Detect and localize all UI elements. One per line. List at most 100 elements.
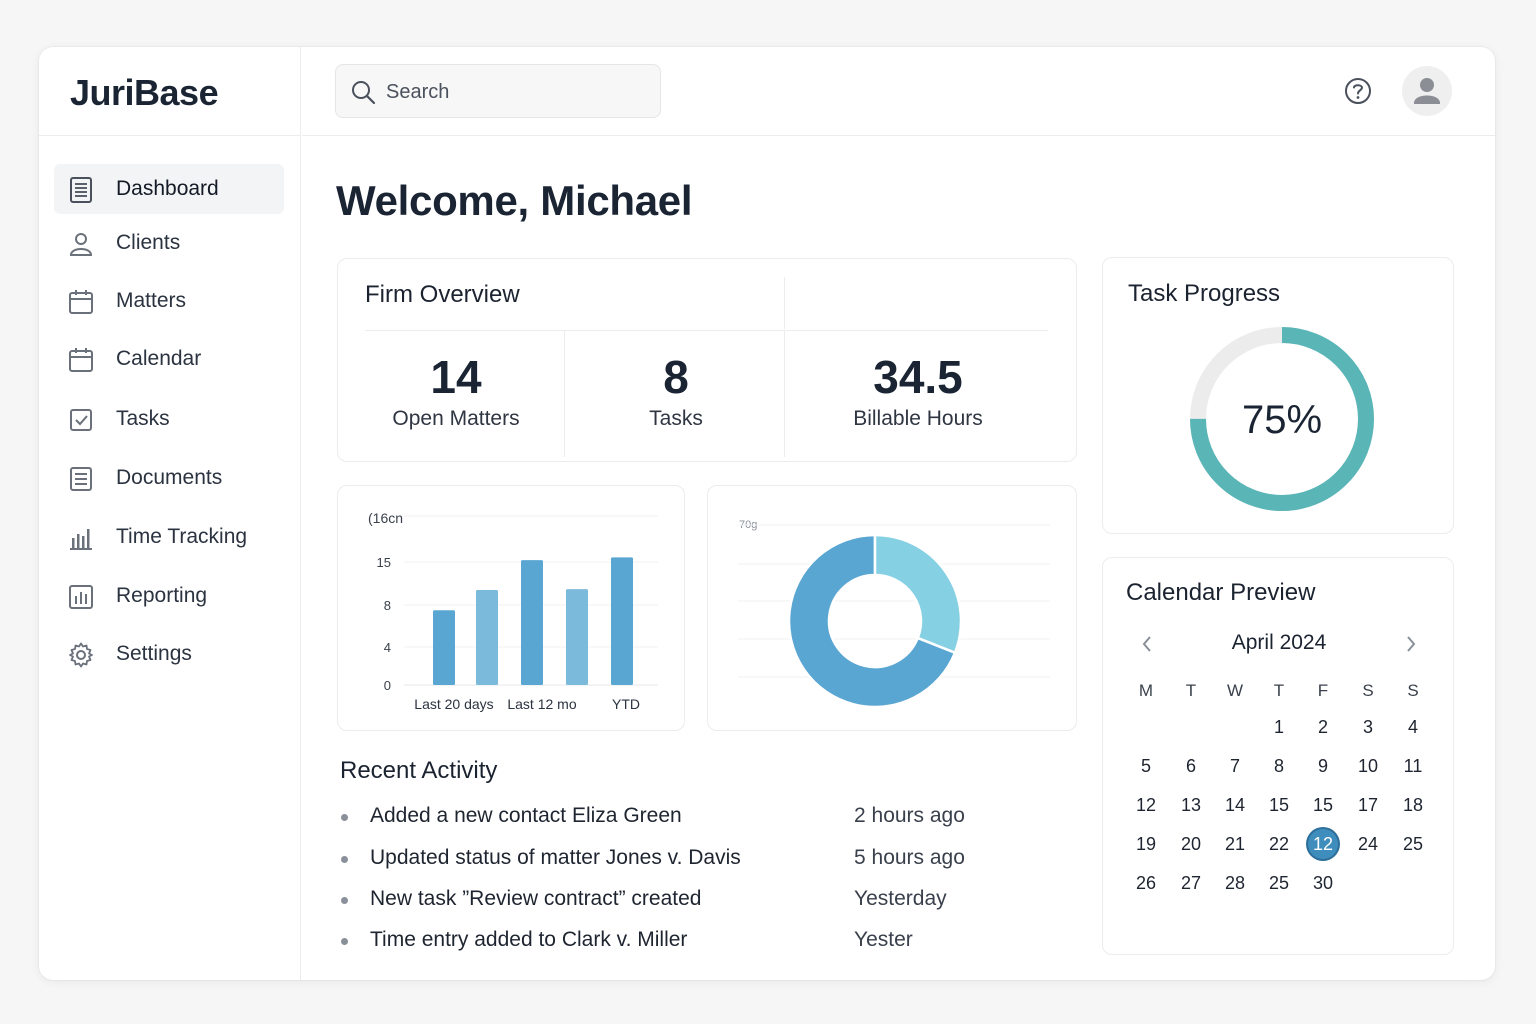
help-button[interactable]	[1342, 75, 1374, 107]
calendar-day[interactable]: 28	[1224, 873, 1246, 893]
sidebar-item-dashboard[interactable]: Dashboard	[54, 164, 284, 214]
activity-text: Time entry added to Clark v. Miller	[370, 928, 688, 951]
sidebar-item-time-tracking[interactable]: Time Tracking	[54, 512, 284, 562]
progress-value: 75%	[1242, 398, 1322, 442]
sidebar-item-label: Clients	[116, 231, 181, 254]
calendar-day[interactable]: 14	[1224, 795, 1246, 815]
calendar-day[interactable]: 8	[1273, 756, 1284, 776]
sidebar-item-label: Tasks	[116, 407, 170, 430]
calendar-day[interactable]: 2	[1317, 717, 1328, 737]
calendar-day[interactable]: 11	[1403, 756, 1423, 776]
calendar-day[interactable]: 7	[1229, 756, 1240, 776]
document-list-icon	[67, 176, 95, 204]
checkbox-icon	[67, 406, 95, 434]
calendar-day[interactable]: 12	[1135, 795, 1157, 815]
calendar-day[interactable]: 18	[1402, 795, 1424, 815]
calendar-day[interactable]: 19	[1135, 834, 1157, 854]
sidebar-item-label: Dashboard	[116, 177, 219, 200]
bar[interactable]	[566, 589, 588, 685]
list-item[interactable]: Updated status of matter Jones v. Davis …	[339, 846, 989, 876]
bullet	[341, 938, 348, 945]
list-item[interactable]: New task ”Review contract” created Yeste…	[339, 887, 989, 917]
calendar-day[interactable]: 1	[1273, 717, 1284, 737]
y-tick-label: 4	[384, 640, 391, 655]
gear-icon	[67, 641, 95, 669]
calendar-day[interactable]: 6	[1185, 756, 1196, 776]
activity-time: Yester	[854, 928, 913, 951]
sidebar-item-documents[interactable]: Documents	[54, 453, 284, 503]
calendar-day[interactable]: 9	[1317, 756, 1328, 776]
bar-chart-icon	[67, 524, 95, 552]
calendar-day[interactable]: 3	[1362, 717, 1373, 737]
sidebar-item-settings[interactable]: Settings	[54, 629, 284, 679]
calendar-day[interactable]: 27	[1180, 873, 1202, 893]
user-icon	[67, 230, 95, 258]
sidebar-item-calendar[interactable]: Calendar	[54, 334, 284, 384]
calendar-day[interactable]: 10	[1357, 756, 1379, 776]
activity-time: 5 hours ago	[854, 846, 965, 869]
weekday-label: M	[1138, 681, 1154, 700]
stat-billable-hours: 34.5 Billable Hours	[808, 349, 1028, 431]
search-box[interactable]	[335, 64, 661, 118]
calendar-day[interactable]: 15	[1312, 795, 1334, 815]
stat-label: Open Matters	[392, 407, 520, 430]
calendar-day[interactable]: 22	[1268, 834, 1290, 854]
stat-open-matters: 14 Open Matters	[358, 349, 554, 431]
donut-slice[interactable]	[787, 533, 957, 709]
list-item[interactable]: Time entry added to Clark v. Miller Yest…	[339, 928, 989, 958]
sidebar-item-label: Matters	[116, 289, 187, 312]
sidebar-item-tasks[interactable]: Tasks	[54, 394, 284, 444]
calendar-icon	[67, 288, 95, 316]
top-bar	[302, 47, 1495, 136]
bar[interactable]	[433, 610, 455, 685]
bar[interactable]	[611, 557, 633, 685]
selected-day-number: 12	[1308, 829, 1338, 859]
calendar-day[interactable]: 4	[1407, 717, 1418, 737]
calendar-day[interactable]: 25	[1402, 834, 1424, 854]
card-title: Firm Overview	[365, 281, 520, 308]
sidebar-item-label: Time Tracking	[116, 525, 248, 548]
user-avatar[interactable]	[1402, 66, 1452, 116]
task-progress-card: Task Progress 75%	[1102, 257, 1454, 534]
calendar-day[interactable]: 24	[1357, 834, 1379, 854]
bar[interactable]	[476, 589, 498, 685]
bullet	[341, 814, 348, 821]
calendar-day[interactable]: 25	[1268, 873, 1290, 893]
sidebar-item-label: Calendar	[116, 347, 202, 370]
stat-tasks: 8 Tasks	[576, 349, 776, 431]
calendar-day[interactable]: 17	[1357, 795, 1379, 815]
search-input[interactable]	[386, 77, 646, 107]
help-icon	[1345, 78, 1371, 104]
report-icon	[67, 583, 95, 611]
sidebar-item-matters[interactable]: Matters	[54, 276, 284, 326]
bars	[433, 557, 633, 685]
divider	[564, 331, 565, 457]
donut-chart-card: 70g	[707, 485, 1077, 731]
calendar-day-selected[interactable]: 12	[1305, 829, 1341, 859]
calendar-day[interactable]: 15	[1268, 795, 1290, 815]
calendar-day[interactable]: 20	[1180, 834, 1202, 854]
y-tick-label: 0	[384, 678, 391, 693]
stat-label: Billable Hours	[853, 407, 983, 430]
calendar-day[interactable]: 30	[1312, 873, 1334, 893]
y-axis-label: (16cn	[368, 510, 403, 526]
activity-time: 2 hours ago	[854, 804, 965, 827]
x-tick-label: Last 20 days	[414, 696, 493, 712]
calendar-day[interactable]: 21	[1224, 834, 1246, 854]
donut-slice[interactable]	[873, 533, 963, 655]
calendar-day[interactable]: 13	[1180, 795, 1202, 815]
bar[interactable]	[521, 560, 543, 685]
chevron-right-icon	[1407, 636, 1416, 652]
divider	[365, 330, 1048, 331]
calendar-day[interactable]: 26	[1135, 873, 1157, 893]
list-item[interactable]: Added a new contact Eliza Green 2 hours …	[339, 804, 989, 834]
prev-month-button[interactable]	[1136, 632, 1158, 656]
stat-label: Tasks	[649, 407, 703, 430]
next-month-button[interactable]	[1400, 632, 1422, 656]
y-tick-label: 8	[384, 598, 391, 613]
weekday-label: W	[1226, 681, 1244, 700]
calendar-day[interactable]: 5	[1140, 756, 1151, 776]
bullet	[341, 856, 348, 863]
sidebar-item-reporting[interactable]: Reporting	[54, 571, 284, 621]
sidebar-item-clients[interactable]: Clients	[54, 218, 284, 268]
